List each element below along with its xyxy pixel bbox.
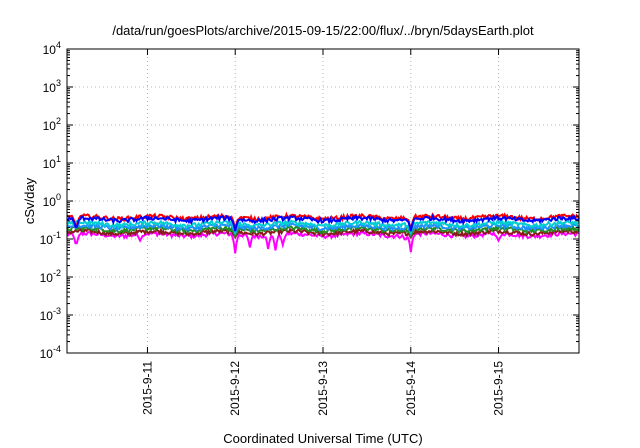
x-tick-label: 2015-9-14 — [404, 361, 418, 416]
grid-layer — [67, 49, 579, 353]
y-tick-label: 10-4 — [40, 344, 61, 361]
x-tick-label: 2015-9-15 — [492, 361, 506, 416]
x-tick-label: 2015-9-13 — [316, 361, 330, 416]
y-tick-label: 100 — [43, 192, 61, 209]
y-tick-label: 10-2 — [40, 268, 61, 285]
axis-layer: 10-4 10-3 10-2 10-1 100 101 102 103 104 2015-9-11… — [40, 40, 579, 416]
y-tick-label: 102 — [43, 116, 61, 133]
y-tick-label: 10-1 — [40, 230, 61, 247]
series-line — [66, 226, 580, 240]
series-layer — [66, 211, 580, 254]
chart-title: /data/run/goesPlots/archive/2015-09-15/2… — [112, 23, 534, 38]
y-tick-label: 104 — [43, 40, 61, 57]
x-tick-label: 2015-9-11 — [140, 361, 154, 415]
x-axis-label: Coordinated Universal Time (UTC) — [223, 431, 422, 446]
series-line — [66, 213, 580, 232]
y-axis-label: cSv/day — [22, 177, 37, 224]
x-tick-label: 2015-9-12 — [228, 361, 242, 416]
y-tick-label: 10-3 — [40, 306, 61, 323]
y-tick-label: 103 — [43, 78, 61, 95]
y-tick-label: 101 — [43, 154, 61, 171]
series-line — [66, 218, 580, 236]
